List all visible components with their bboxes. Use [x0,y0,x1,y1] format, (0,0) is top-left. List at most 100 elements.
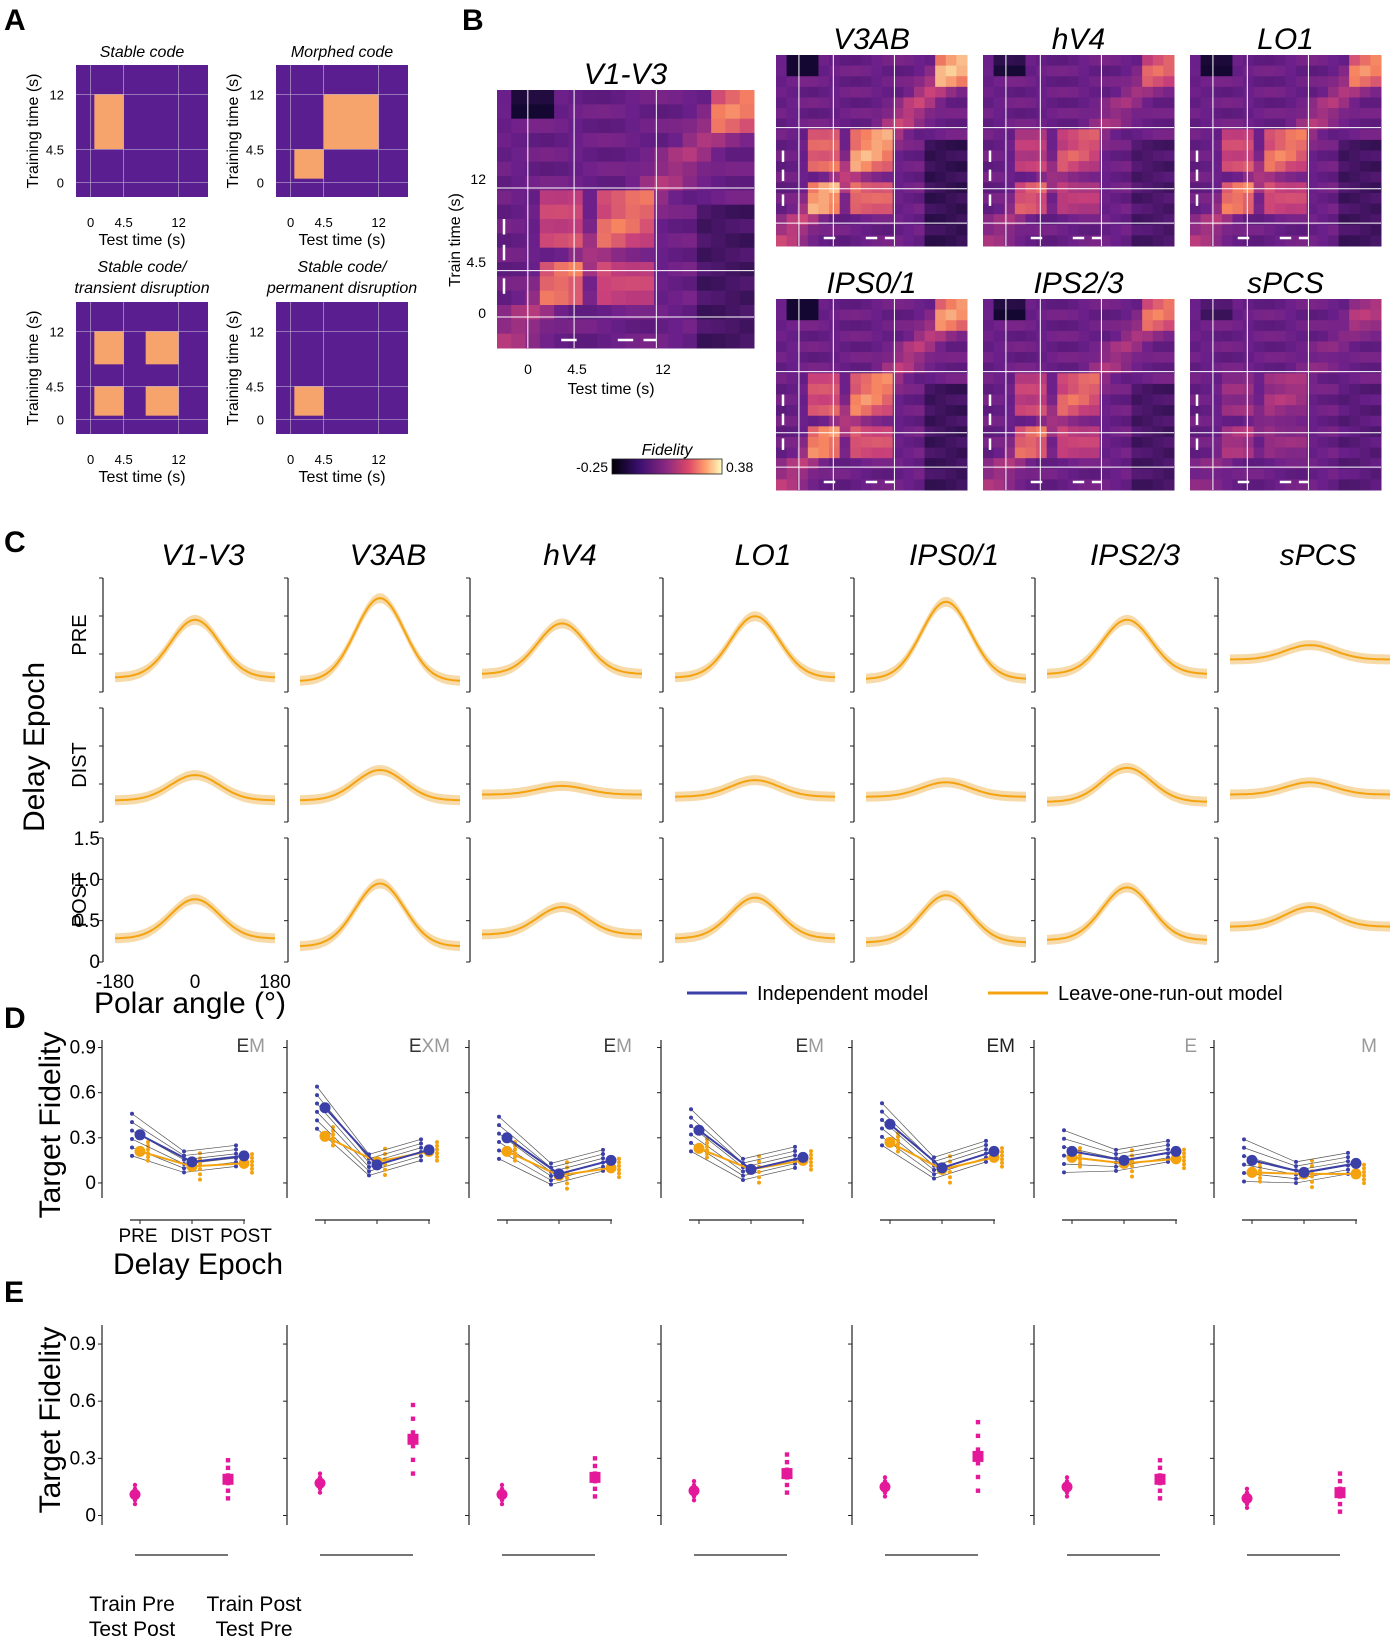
subject-point-independent [793,1165,797,1170]
roi-heatmap-cell [1025,479,1037,491]
roi-heatmap-cell [1274,118,1286,130]
roi-heatmap-cell [1036,192,1048,205]
roi-heatmap-cell [993,341,1005,353]
roi-heatmap-cell [892,108,904,120]
roi-heatmap-cell [1004,299,1016,311]
row-label: DIST [69,742,91,788]
subject-point-leave-one-out [1362,1166,1366,1171]
roi-heatmap-cell [1370,362,1382,374]
roi-heatmap-cell [993,55,1005,67]
roi-heatmap-cell [1046,447,1058,459]
subject-point-independent [984,1143,988,1148]
roi-heatmap-cell [1338,352,1350,364]
subject-point-leave-one-out [435,1154,439,1159]
roi-heatmap-cell [1285,65,1297,77]
roi-heatmap-cell [1327,118,1340,130]
main-heatmap-cell [568,118,584,134]
main-heatmap-cell [625,104,641,120]
main-heatmap-cell [725,276,741,292]
main-heatmap-cell [554,118,569,134]
main-heatmap-cell [596,333,612,349]
roi-heatmap-cell [1142,76,1154,88]
roi-heatmap-cell [1036,235,1048,247]
main-heatmap-xlabel: Test time (s) [567,381,654,398]
subject-point-independent [880,1143,884,1148]
subject-point-independent [984,1138,988,1143]
roi-heatmap-cell [1211,235,1223,247]
roi-heatmap-cell [1306,436,1318,449]
roi-heatmap-cell [1200,330,1212,342]
roi-heatmap-cell [776,320,788,332]
roi-heatmap-cell [1349,161,1361,173]
mean-point-independent [1066,1145,1078,1157]
main-heatmap-cell [539,104,555,120]
roi-heatmap-cell [1190,171,1202,183]
roi-heatmap-cell [1110,383,1122,395]
roi-heatmap-cell [776,214,788,226]
roi-heatmap-cell [1190,214,1202,226]
roi-heatmap-cell [1327,383,1340,395]
roi-heatmap-cell [1232,330,1244,342]
roi-heatmap-cell [956,235,968,247]
roi-heatmap-cell [1004,203,1016,215]
roi-heatmap-cell [993,352,1005,364]
roi-heatmap-cell [1142,330,1154,342]
roi-heatmap-cell [1327,65,1340,77]
roi-heatmap-cell [786,479,798,491]
roi-heatmap-cell [1221,436,1233,449]
roi-title: IPS2/3 [1090,539,1180,572]
roi-heatmap-cell [829,65,841,77]
colorbar-max: 0.38 [726,459,753,475]
subject-point-independent [549,1161,553,1166]
roi-heatmap-cell [1370,405,1382,417]
roi-heatmap-cell [1110,129,1122,141]
roi-heatmap-cell [1131,405,1143,417]
roi-heatmap-cell [1232,97,1244,109]
schematic-ytick: 4.5 [46,142,64,157]
main-heatmap-cell [682,219,698,234]
roi-heatmap-cell [1243,458,1255,470]
main-heatmap-cell [511,276,527,292]
subject-point-independent [419,1158,423,1163]
colorbar-label: Fidelity [642,442,694,459]
roi-heatmap-cell [1264,129,1276,141]
roi-heatmap-cell [1057,214,1069,226]
mean-point-independent [319,1102,331,1114]
roi-heatmap-cell [1327,468,1340,480]
main-heatmap-cell [497,333,512,349]
roi-heatmap-cell [1078,309,1090,321]
roi-heatmap-cell [797,468,809,480]
roi-heatmap-cell [1274,192,1286,205]
roi-heatmap-cell [1142,150,1154,162]
main-heatmap-cell [739,333,755,349]
main-heatmap-cell [739,204,755,220]
roi-heatmap-cell [1253,192,1265,205]
roi-heatmap-cell [1004,76,1016,88]
roi-heatmap-cell [903,108,915,120]
roi-heatmap-cell [1243,108,1255,120]
mean-point-leave-one-out [238,1157,250,1169]
main-heatmap-cell [568,147,584,163]
roi-heatmap-cell [983,55,995,67]
roi-heatmap-cell [1253,224,1265,236]
roi-heatmap-cell [913,55,926,67]
subject-point-independent [1346,1167,1350,1172]
roi-heatmap-cell [1036,458,1048,470]
roi-heatmap-cell [807,436,819,449]
panel-c-ylabel: Delay Epoch [18,662,51,832]
subject-point-independent [932,1155,936,1160]
roi-heatmap-cell [935,182,947,194]
roi-heatmap-cell [1099,129,1111,141]
curve-line [115,774,275,802]
main-heatmap-cell [668,204,684,220]
subject-point-train-pre [317,1471,323,1476]
roi-heatmap-cell [797,150,809,162]
roi-heatmap-cell [776,118,788,130]
roi-heatmap-cell [1211,65,1223,77]
roi-heatmap-cell [1142,171,1154,183]
subject-point-leave-one-out [1362,1181,1366,1186]
roi-heatmap-cell [1317,235,1329,247]
roi-heatmap-cell [1067,192,1079,205]
roi-heatmap-cell [1211,468,1223,480]
